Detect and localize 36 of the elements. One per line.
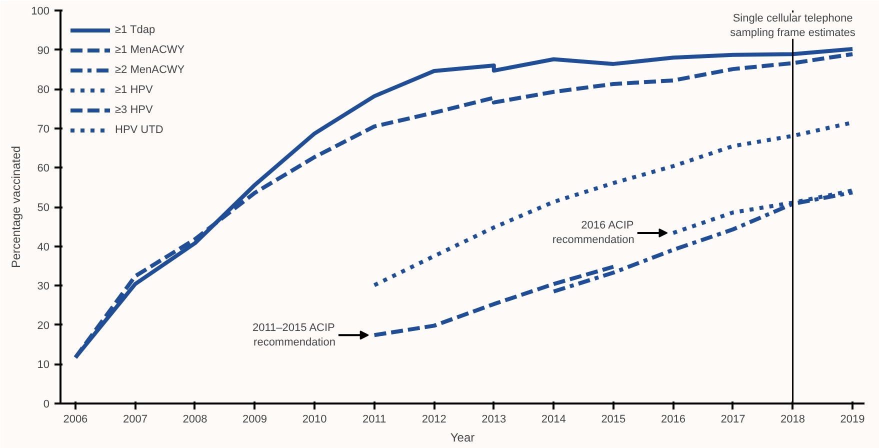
y-tick-label: 60 <box>37 162 50 175</box>
x-tick-label: 2019 <box>840 414 865 426</box>
x-tick-label: 2006 <box>63 414 88 426</box>
y-tick-label: 30 <box>37 280 50 293</box>
y-tick-label: 100 <box>31 6 50 18</box>
y-tick-label: 0 <box>43 398 50 410</box>
x-axis-title: Year <box>450 430 475 444</box>
legend-label: ≥1 Tdap <box>115 24 156 36</box>
x-tick-label: 2016 <box>660 414 686 426</box>
y-tick-label: 10 <box>37 359 50 372</box>
y-tick-label: 40 <box>37 241 50 254</box>
ref-line-label: Single cellular telephone sampling frame estimates <box>730 12 856 39</box>
legend-label: ≥1 MenACWY <box>115 44 185 56</box>
legend-label: ≥3 HPV <box>115 104 153 116</box>
x-tick-label: 2008 <box>182 414 208 426</box>
x-tick-label: 2009 <box>242 414 268 426</box>
legend-label: ≥1 HPV <box>115 84 153 96</box>
legend-label: ≥2 MenACWY <box>115 64 185 76</box>
x-tick-label: 2018 <box>780 414 806 426</box>
legend-label: HPV UTD <box>115 124 164 136</box>
y-tick-label: 20 <box>37 320 50 332</box>
x-tick-label: 2011 <box>362 414 386 426</box>
y-tick-label: 80 <box>37 84 50 96</box>
y-axis-title: Percentage vaccinated <box>9 146 24 268</box>
x-tick-label: 2014 <box>541 414 566 426</box>
x-tick-label: 2007 <box>122 414 148 426</box>
x-tick-label: 2013 <box>482 414 506 426</box>
annotation: 2011–2015 ACIP recommendation <box>252 322 336 348</box>
annotation: 2016 ACIP recommendation <box>552 220 634 246</box>
x-tick-label: 2012 <box>422 414 446 426</box>
x-tick-label: 2017 <box>720 414 746 426</box>
x-tick-label: 2015 <box>601 414 626 426</box>
y-tick-label: 50 <box>37 202 50 214</box>
y-tick-label: 70 <box>37 123 50 136</box>
y-tick-label: 90 <box>37 44 50 57</box>
x-tick-label: 2010 <box>302 414 327 426</box>
